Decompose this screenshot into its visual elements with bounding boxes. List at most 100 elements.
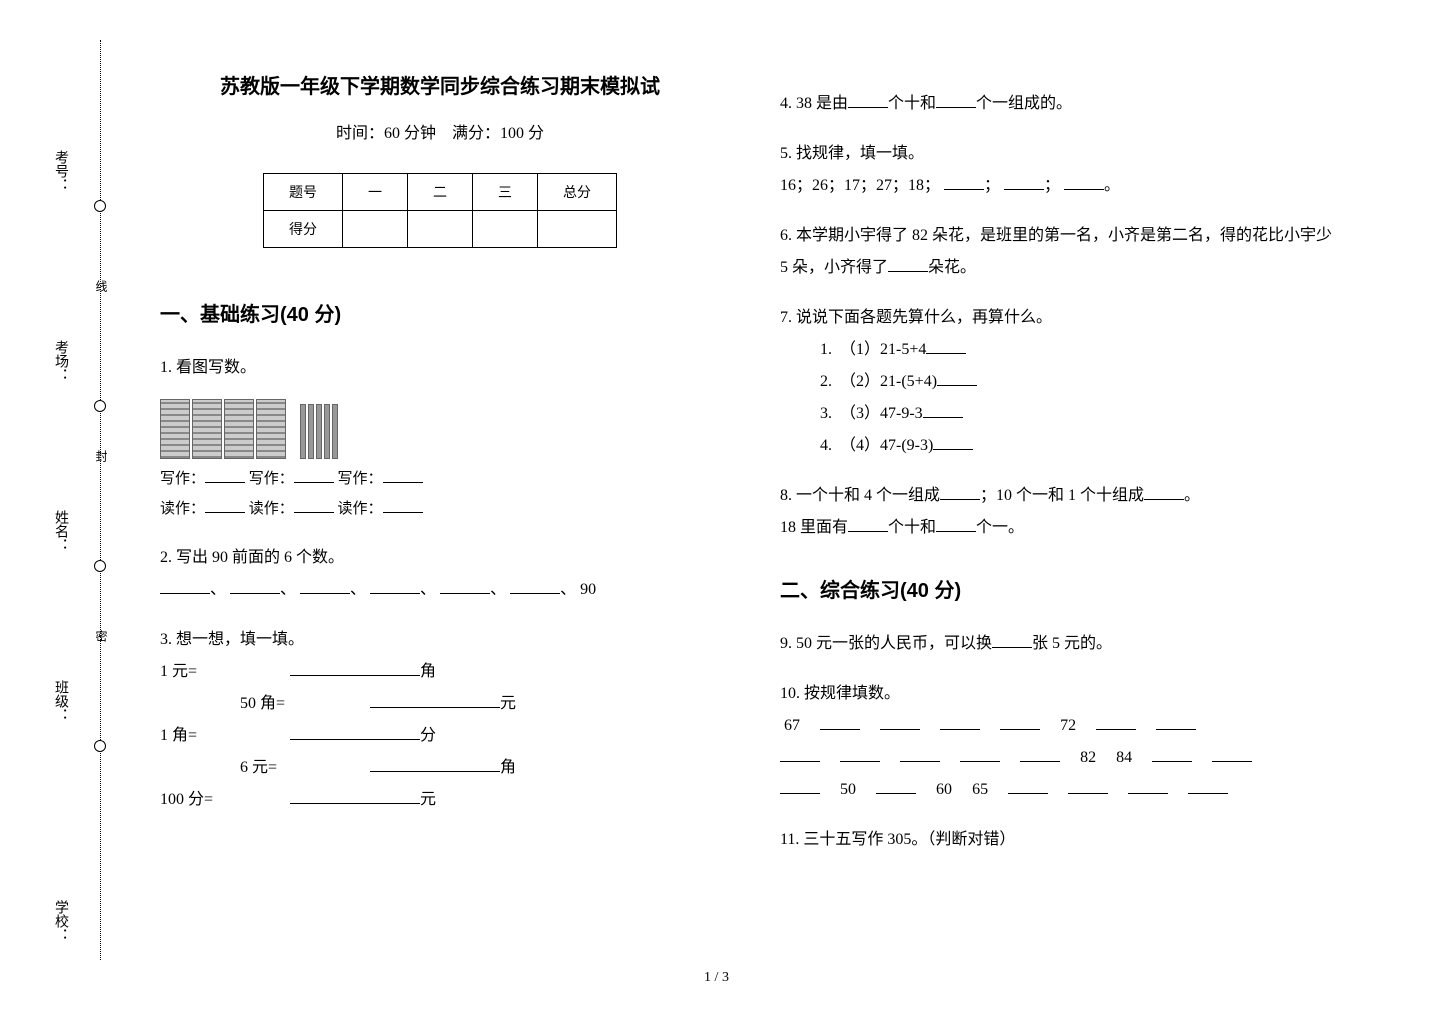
circle-marker xyxy=(94,560,106,572)
q-text: 按规律填数。 xyxy=(804,685,900,702)
blank xyxy=(1000,712,1040,730)
eq-label: 50 角= xyxy=(240,688,370,720)
blank xyxy=(300,576,350,594)
eq-row: 1 角=分 6 元=角 xyxy=(160,720,720,784)
q-text: 18 里面有 xyxy=(780,519,848,536)
blank xyxy=(290,658,420,676)
question-2: 2. 写出 90 前面的 6 个数。 、 、 、 、 、 、 90 xyxy=(160,542,720,606)
blank xyxy=(1152,744,1192,762)
seq-line: 82 84 xyxy=(780,742,1340,774)
blank xyxy=(1064,172,1104,190)
write-label: 写作： xyxy=(160,471,205,487)
q8-line2: 18 里面有个十和个一。 xyxy=(780,512,1340,544)
page-content: 苏教版一年级下学期数学同步综合练习期末模拟试 时间：60 分钟 满分：100 分… xyxy=(160,70,1400,874)
blank xyxy=(926,336,966,354)
eq-unit: 分 xyxy=(420,720,550,752)
blank xyxy=(992,630,1032,648)
score-table: 题号 一 二 三 总分 得分 xyxy=(263,173,617,248)
margin-xingming: 姓名： xyxy=(50,510,70,552)
td-label: 得分 xyxy=(264,211,343,248)
question-1: 1. 看图写数。 写作： 写作： 写作： 读作： 读作： xyxy=(160,352,720,524)
blank xyxy=(1128,776,1168,794)
ones-stick-icon xyxy=(300,404,306,459)
sub-eq: （1）21-5+4 xyxy=(848,341,926,358)
blank xyxy=(440,576,490,594)
exam-title: 苏教版一年级下学期数学同步综合练习期末模拟试 xyxy=(160,70,720,99)
seal-xian: 线 xyxy=(93,280,110,300)
margin-xuexiao: 学校： xyxy=(50,900,70,942)
read-row: 读作： 读作： 读作： xyxy=(160,494,720,524)
q-num: 9. xyxy=(780,635,792,652)
blank xyxy=(937,368,977,386)
question-3: 3. 想一想，填一填。 1 元=角 50 角=元 1 角=分 6 元=角 100… xyxy=(160,624,720,816)
circle-marker xyxy=(94,740,106,752)
tens-block-icon xyxy=(256,399,286,459)
th-2: 二 xyxy=(408,174,473,211)
blank xyxy=(876,776,916,794)
blank xyxy=(370,576,420,594)
q-num: 8. xyxy=(780,487,792,504)
question-10: 10. 按规律填数。 67 72 82 84 xyxy=(780,678,1340,806)
margin-kaohao: 考号： xyxy=(50,150,70,192)
number-images xyxy=(160,399,720,459)
blank xyxy=(820,712,860,730)
list-item: 1. （1）21-5+4 xyxy=(820,334,1340,366)
td-2 xyxy=(408,211,473,248)
blank xyxy=(1144,482,1184,500)
section-2-header: 二、综合练习(40 分) xyxy=(780,574,1340,603)
blank xyxy=(960,744,1000,762)
blank xyxy=(1068,776,1108,794)
blank xyxy=(848,514,888,532)
eq-unit: 元 xyxy=(420,784,550,816)
read-label: 读作： xyxy=(160,501,205,517)
section-1-header: 一、基础练习(40 分) xyxy=(160,298,720,327)
blank xyxy=(780,776,820,794)
write-row: 写作： 写作： 写作： xyxy=(160,464,720,494)
ones-stick-icon xyxy=(332,404,338,459)
left-column: 苏教版一年级下学期数学同步综合练习期末模拟试 时间：60 分钟 满分：100 分… xyxy=(160,70,720,874)
blank xyxy=(944,172,984,190)
q-text: 一个十和 4 个一组成 xyxy=(796,487,940,504)
blank xyxy=(880,712,920,730)
num: 72 xyxy=(1060,717,1076,734)
q-text: 想一想，填一填。 xyxy=(176,631,304,648)
blank xyxy=(290,722,420,740)
time-score: 时间：60 分钟 满分：100 分 xyxy=(160,119,720,143)
circle-marker xyxy=(94,200,106,212)
circle-marker xyxy=(94,400,106,412)
question-5: 5. 找规律，填一填。 16；26；17；27；18； ； ； 。 xyxy=(780,138,1340,202)
right-column: 4. 38 是由个十和个一组成的。 5. 找规律，填一填。 16；26；17；2… xyxy=(780,70,1340,874)
question-4: 4. 38 是由个十和个一组成的。 xyxy=(780,88,1340,120)
blank xyxy=(1096,712,1136,730)
q-text: 38 是由 xyxy=(796,95,848,112)
eq-row: 100 分=元 xyxy=(160,784,720,816)
td-1 xyxy=(343,211,408,248)
question-7: 7. 说说下面各题先算什么，再算什么。 1. （1）21-5+4 2. （2）2… xyxy=(780,302,1340,462)
blank xyxy=(205,465,245,483)
table-row: 题号 一 二 三 总分 xyxy=(264,174,617,211)
sub-eq: （3）47-9-3 xyxy=(848,405,923,422)
q-text: 个一组成的。 xyxy=(976,95,1072,112)
q-num: 5. xyxy=(780,145,792,162)
blank xyxy=(940,482,980,500)
blank xyxy=(290,786,420,804)
blank xyxy=(780,744,820,762)
blank xyxy=(848,90,888,108)
list-item: 2. （2）21-(5+4) xyxy=(820,366,1340,398)
q2-blanks: 、 、 、 、 、 、 90 xyxy=(160,574,720,606)
num: 84 xyxy=(1116,749,1132,766)
sub-list: 1. （1）21-5+4 2. （2）21-(5+4) 3. （3）47-9-3… xyxy=(820,334,1340,462)
binding-line xyxy=(100,40,130,960)
q-num: 10. xyxy=(780,685,800,702)
q-text: 找规律，填一填。 xyxy=(796,145,924,162)
read-label: 读作： xyxy=(338,501,383,517)
blank xyxy=(1004,172,1044,190)
margin-banji: 班级： xyxy=(50,680,70,722)
q-text: 个十和 xyxy=(888,95,936,112)
num: 82 xyxy=(1080,749,1096,766)
seq-start: 16；26；17；27；18； xyxy=(780,177,940,194)
q-num: 2. xyxy=(160,549,172,566)
blank xyxy=(383,495,423,513)
seal-feng: 封 xyxy=(93,450,110,470)
eq-label: 6 元= xyxy=(240,752,370,784)
